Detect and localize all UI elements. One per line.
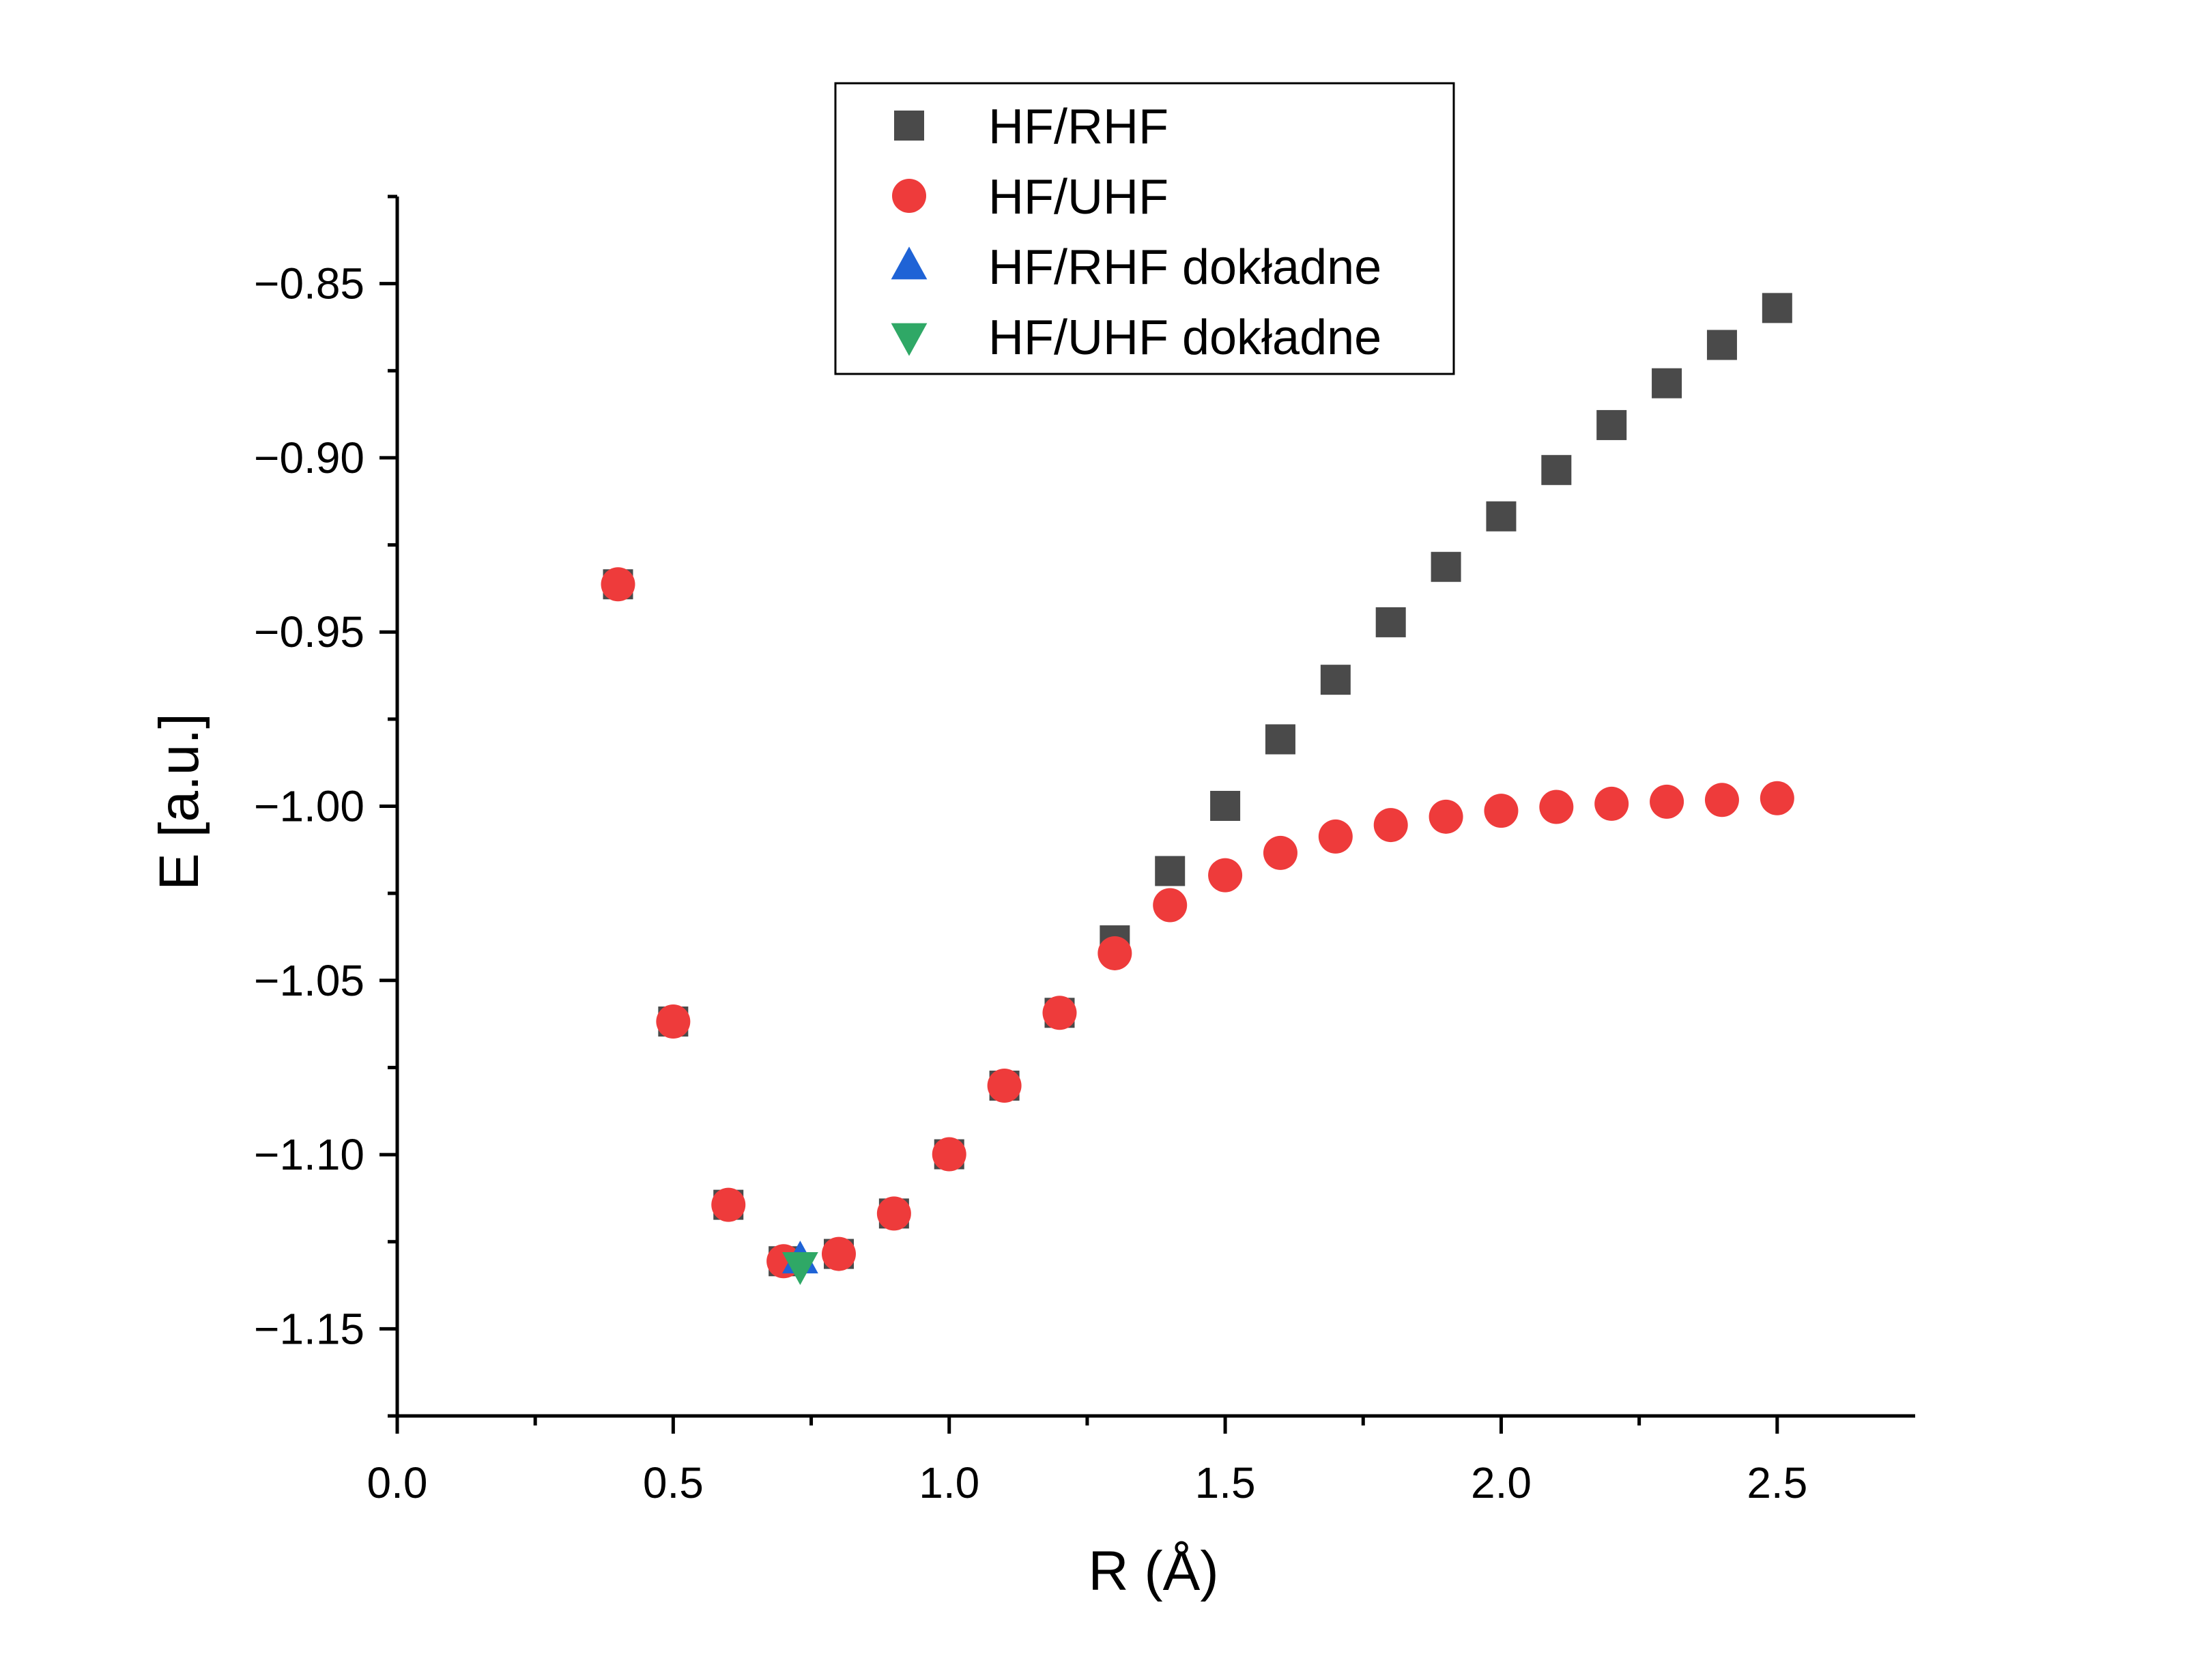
data-point (1484, 794, 1519, 828)
data-point (1762, 293, 1792, 323)
series-0 (603, 293, 1792, 1277)
data-point (1373, 808, 1408, 843)
data-point (1320, 665, 1351, 695)
data-point (781, 1252, 818, 1286)
legend-marker (891, 246, 928, 280)
y-tick-label: −1.00 (254, 782, 364, 831)
y-axis-label: E [a.u.] (148, 713, 210, 890)
data-point (656, 1004, 691, 1039)
ticks (379, 194, 1779, 1434)
data-point (987, 1068, 1022, 1103)
data-point (1652, 368, 1682, 399)
data-point (1208, 858, 1243, 893)
y-tick-label: −1.15 (254, 1304, 364, 1353)
legend-marker (894, 111, 924, 141)
data-point (1431, 551, 1461, 582)
x-tick-label: 0.0 (367, 1458, 428, 1507)
data-point (711, 1187, 746, 1222)
data-point (1594, 786, 1629, 821)
legend-marker (892, 179, 926, 213)
legend-label: HF/RHF dokładne (988, 240, 1381, 295)
legend-label: HF/UHF (988, 170, 1168, 225)
tick-labels: 0.0 0.5 1.0 1.5 2.0 2.5 −0.85 −0.90 −0.95 −1.00 −1… (254, 259, 1807, 1507)
axes (395, 197, 1915, 1418)
x-tick-label: 1.0 (919, 1458, 979, 1507)
data-point (1375, 607, 1406, 637)
x-tick-label: 0.5 (643, 1458, 704, 1507)
data-point (1263, 835, 1297, 870)
legend-marker (891, 323, 928, 356)
data-point (1596, 409, 1627, 440)
x-tick-label: 2.0 (1471, 1458, 1532, 1507)
data-point (1486, 501, 1517, 532)
data-point (876, 1196, 911, 1231)
series-1 (601, 567, 1794, 1279)
data-point (1210, 790, 1241, 821)
data-point (1318, 819, 1353, 854)
data-point (1539, 790, 1574, 824)
x-tick-label: 1.5 (1195, 1458, 1256, 1507)
x-tick-label: 2.5 (1747, 1458, 1807, 1507)
legend-box (834, 82, 1455, 375)
data-point (821, 1236, 856, 1271)
legend-label: HF/UHF dokładne (988, 310, 1381, 365)
data-point (1155, 856, 1186, 886)
data-point (932, 1137, 966, 1172)
y-tick-label: −0.85 (254, 259, 364, 308)
y-tick-label: −1.10 (254, 1130, 364, 1179)
legend: HF/RHF HF/UHF HF/RHF dokładne HF/UHF dokład… (834, 82, 1455, 375)
data-point (601, 567, 635, 602)
data-point (1706, 330, 1737, 360)
data-markers (601, 293, 1794, 1286)
y-tick-label: −0.90 (254, 433, 364, 482)
data-point (1042, 996, 1077, 1030)
legend-label: HF/RHF (988, 100, 1168, 154)
data-point (1650, 784, 1684, 819)
data-point (1265, 724, 1295, 755)
y-tick-label: −1.05 (254, 956, 364, 1005)
data-point (1541, 454, 1572, 485)
data-point (1429, 799, 1463, 834)
data-point (1704, 783, 1739, 817)
x-axis-label: R (Å) (1088, 1540, 1218, 1602)
data-point (1098, 936, 1132, 970)
series-3 (781, 1252, 818, 1286)
data-point (1760, 781, 1794, 815)
y-tick-label: −0.95 (254, 607, 364, 656)
data-point (1153, 888, 1188, 923)
